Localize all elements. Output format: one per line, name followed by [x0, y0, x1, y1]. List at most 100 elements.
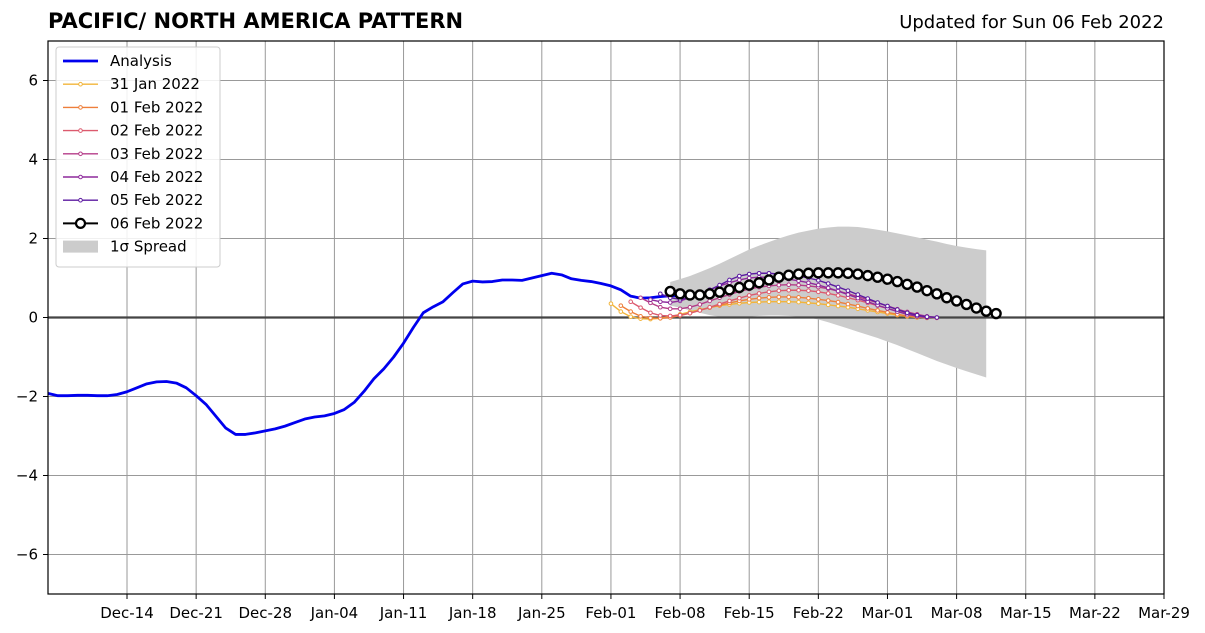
legend-label-series: 06 Feb 2022 [110, 214, 203, 232]
data-point [658, 291, 663, 297]
data-point [816, 289, 821, 295]
data-point [825, 291, 831, 296]
data-point [743, 279, 755, 291]
data-point [806, 280, 811, 286]
data-point [796, 282, 801, 288]
data-point [713, 286, 726, 298]
data-point [842, 267, 854, 279]
data-point [667, 306, 673, 312]
data-point [737, 295, 742, 301]
data-point [980, 305, 992, 317]
y-tick-label: 4 [28, 151, 38, 169]
data-point [786, 282, 792, 288]
x-tick-label: Feb-08 [655, 604, 706, 622]
data-point [825, 285, 831, 291]
data-point [766, 299, 772, 305]
data-point [806, 288, 811, 293]
data-point [862, 269, 874, 282]
data-point [950, 295, 963, 307]
data-point [875, 308, 880, 313]
y-tick-label: 2 [28, 230, 38, 248]
data-point [845, 288, 851, 293]
data-point [845, 292, 851, 297]
data-point [786, 287, 792, 293]
x-tick-label: Mar-29 [1138, 604, 1190, 622]
data-point [895, 307, 900, 312]
data-point [835, 293, 841, 298]
x-tick-label: Mar-22 [1069, 604, 1121, 622]
data-point [825, 281, 831, 286]
data-point [816, 278, 821, 283]
data-point [648, 297, 653, 303]
data-point [970, 302, 983, 314]
data-point [901, 278, 913, 291]
data-point [756, 299, 762, 305]
data-point [786, 299, 792, 305]
data-point [638, 314, 643, 319]
data-point [667, 300, 673, 305]
legend-box [55, 46, 221, 268]
data-point [756, 270, 762, 276]
data-point [753, 277, 765, 289]
data-point [835, 303, 841, 309]
legend-label-series: 02 Feb 2022 [110, 122, 203, 140]
legend-label-series: 03 Feb 2022 [110, 145, 203, 163]
data-point [990, 307, 1002, 320]
x-tick-label: Mar-08 [931, 604, 983, 622]
legend-label-series: 31 Jan 2022 [110, 75, 200, 93]
data-point [776, 282, 782, 288]
x-tick-label: Mar-15 [1000, 604, 1052, 622]
data-point [687, 310, 693, 316]
data-point [904, 310, 910, 316]
data-point [707, 298, 712, 304]
data-point [664, 285, 676, 298]
data-point [717, 301, 722, 307]
data-point [835, 288, 841, 294]
data-point [816, 297, 821, 302]
x-tick-label: Jan-18 [448, 604, 497, 622]
analysis-line [47, 271, 691, 436]
data-point [865, 296, 871, 301]
x-tick-label: Dec-21 [169, 604, 223, 622]
data-point [825, 302, 831, 308]
data-point [852, 268, 864, 280]
data-point [796, 287, 801, 293]
data-point [825, 298, 831, 303]
data-point [618, 303, 624, 308]
y-tick-label: −6 [16, 546, 38, 564]
data-point [727, 298, 732, 304]
data-point [786, 294, 792, 300]
data-point [792, 268, 805, 280]
legend-marker [74, 217, 87, 229]
data-point [875, 300, 880, 305]
series-lines [47, 267, 1002, 436]
data-point [855, 303, 861, 309]
data-point [628, 299, 633, 305]
x-tick-label: Jan-25 [517, 604, 566, 622]
data-point [855, 292, 861, 297]
legend-marker [78, 197, 83, 203]
data-point [806, 295, 811, 301]
data-point [608, 301, 614, 306]
data-point [746, 297, 752, 302]
data-point [763, 274, 775, 286]
data-point [802, 267, 815, 279]
data-point [773, 271, 785, 283]
data-point [776, 294, 782, 300]
legend-marker [78, 174, 83, 180]
data-point [737, 277, 742, 283]
data-point [766, 289, 772, 295]
data-point [638, 295, 643, 301]
x-tick-label: Dec-14 [100, 604, 154, 622]
data-point [921, 284, 933, 297]
data-point [756, 291, 762, 296]
data-point [694, 289, 706, 301]
data-point [816, 301, 821, 306]
data-point [684, 289, 696, 301]
data-point [941, 292, 953, 304]
data-point [703, 288, 716, 300]
data-point [911, 281, 923, 293]
data-point [746, 275, 752, 281]
data-point [717, 282, 722, 288]
data-point [914, 312, 920, 318]
